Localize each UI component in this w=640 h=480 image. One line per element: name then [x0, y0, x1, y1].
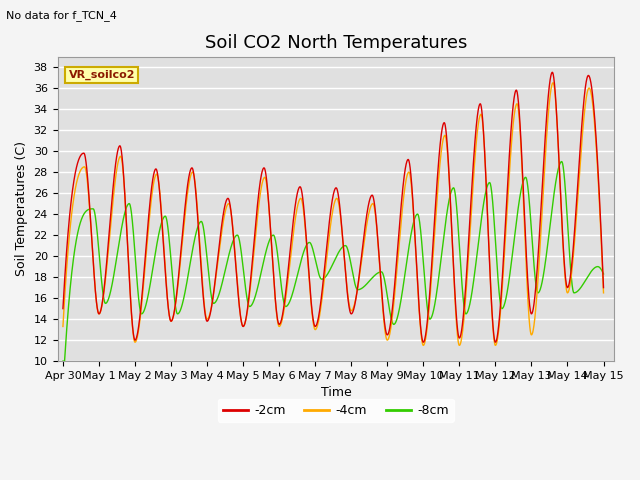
Title: Soil CO2 North Temperatures: Soil CO2 North Temperatures	[205, 34, 467, 52]
Text: No data for f_TCN_4: No data for f_TCN_4	[6, 10, 117, 21]
Legend: -2cm, -4cm, -8cm: -2cm, -4cm, -8cm	[218, 399, 454, 422]
Text: VR_soilco2: VR_soilco2	[68, 70, 135, 80]
Y-axis label: Soil Temperatures (C): Soil Temperatures (C)	[15, 141, 28, 276]
X-axis label: Time: Time	[321, 386, 351, 399]
